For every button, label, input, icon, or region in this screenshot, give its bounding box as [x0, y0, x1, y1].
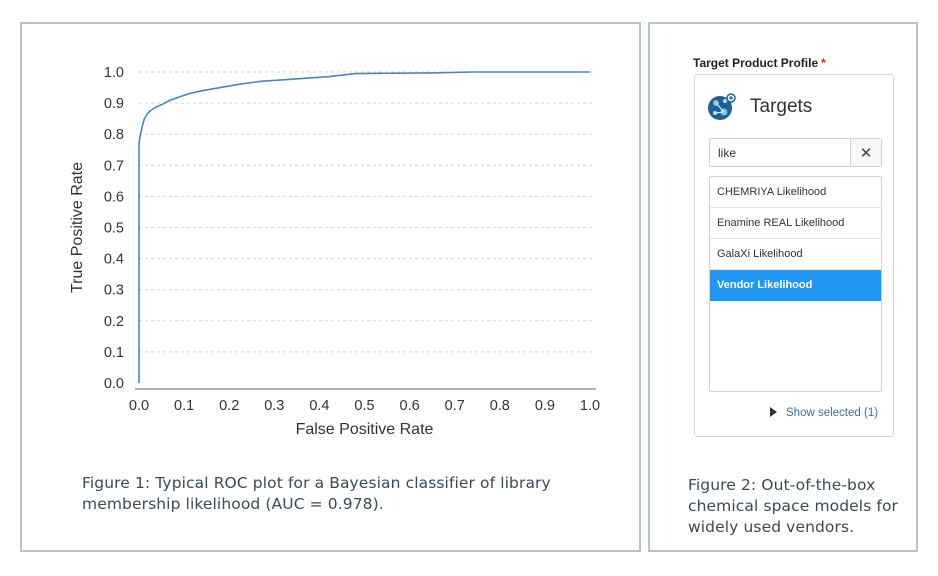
y-tick-label: 0.0 — [104, 376, 124, 392]
grid-lines — [139, 71, 595, 353]
search-box: ✕ — [709, 138, 882, 167]
y-tick-label: 0.1 — [104, 345, 124, 361]
y-axis-title: True Positive Rate — [69, 162, 86, 293]
list-item-galaxi[interactable]: GalaXi Likelihood — [710, 239, 881, 270]
search-input[interactable] — [710, 139, 852, 166]
x-tick-label: 0.1 — [174, 398, 194, 414]
y-tick-label: 0.6 — [104, 189, 124, 205]
roc-curve-line — [138, 71, 590, 383]
figure2-caption: Figure 2: Out-of-the-box chemical space … — [688, 476, 899, 536]
x-tick-label: 0.3 — [264, 398, 284, 414]
close-icon: ✕ — [859, 144, 873, 162]
figure1-caption: Figure 1: Typical ROC plot for a Bayesia… — [82, 474, 551, 513]
list-item-chemriya[interactable]: CHEMRIYA Likelihood — [710, 177, 881, 208]
x-tick-label: 0.9 — [535, 398, 555, 414]
y-tick-label: 0.3 — [104, 283, 124, 299]
molecule-globe-icon — [708, 93, 736, 120]
figure1-panel: 0.0 0.1 0.2 0.3 0.4 0.5 0.6 0.7 0.8 0.9 1.0 0.0 0.1 0… — [20, 22, 641, 552]
target-result-list[interactable]: CHEMRIYA Likelihood Enamine REAL Likelih… — [709, 176, 882, 392]
triangle-right-icon — [770, 407, 777, 417]
y-tick-label: 0.4 — [104, 252, 124, 268]
target-product-profile-label: Target Product Profile * — [693, 56, 826, 70]
x-tick-label: 0.6 — [400, 398, 420, 414]
y-tick-label: 1.0 — [104, 65, 124, 81]
show-selected-toggle[interactable]: Show selected (1) — [770, 407, 878, 419]
y-tick-label: 0.9 — [104, 96, 124, 112]
roc-chart: 0.0 0.1 0.2 0.3 0.4 0.5 0.6 0.7 0.8 0.9 1.0 0.0 0.1 0… — [69, 65, 600, 438]
tick-labels: 0.0 0.1 0.2 0.3 0.4 0.5 0.6 0.7 0.8 0.9 1.0 0.0 0.1 0… — [104, 65, 600, 414]
show-selected-label: Show selected (1) — [786, 407, 879, 419]
series-layer — [138, 71, 590, 383]
y-tick-label: 0.7 — [104, 158, 124, 174]
x-tick-label: 0.0 — [129, 398, 149, 414]
figure2-panel: Target Product Profile* Targets ✕ CHEMRI… — [648, 22, 918, 552]
x-tick-label: 0.8 — [490, 398, 510, 414]
y-tick-label: 0.8 — [104, 127, 124, 143]
x-axis-title: False Positive Rate — [296, 421, 434, 438]
x-tick-label: 0.5 — [354, 398, 374, 414]
x-tick-label: 0.2 — [219, 398, 239, 414]
x-tick-label: 0.7 — [445, 398, 465, 414]
y-tick-label: 0.5 — [104, 221, 124, 237]
targets-title: Targets — [750, 96, 813, 117]
list-item-vendor[interactable]: Vendor Likelihood — [710, 270, 881, 301]
x-tick-label: 0.4 — [309, 398, 329, 414]
x-tick-label: 1.0 — [580, 398, 600, 414]
y-tick-label: 0.2 — [104, 314, 124, 330]
field-label-text: Target Product Profile — [693, 56, 819, 70]
targets-card: Targets ✕ CHEMRIYA Likelihood Enamine RE… — [694, 74, 894, 437]
list-item-enamine-real[interactable]: Enamine REAL Likelihood — [710, 208, 881, 239]
required-marker: * — [821, 56, 826, 70]
clear-search-button[interactable]: ✕ — [850, 139, 881, 166]
